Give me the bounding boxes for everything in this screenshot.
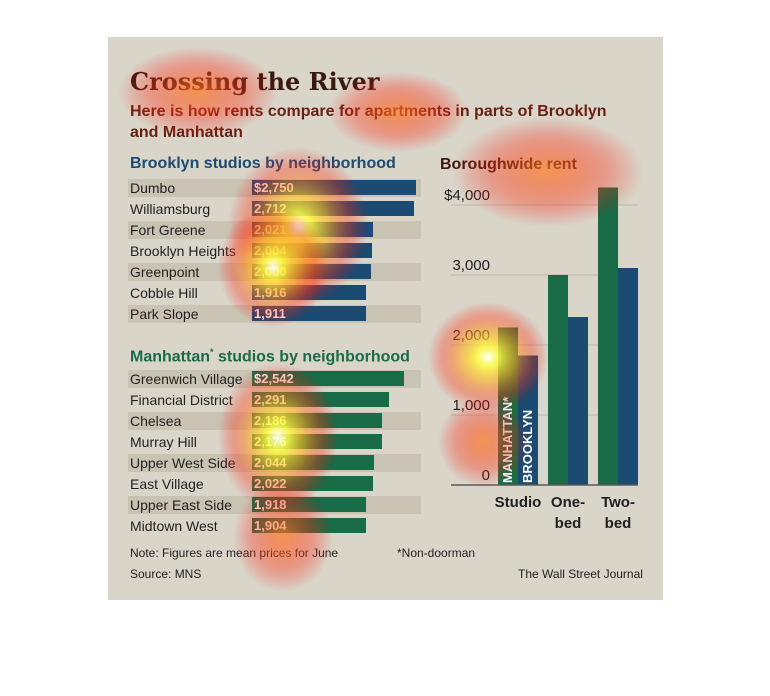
category-label: bed bbox=[605, 515, 632, 532]
series-label: BROOKLYN bbox=[520, 410, 535, 483]
manhattan-title-rest: studios by neighborhood bbox=[213, 348, 410, 366]
wsj-credit: The Wall Street Journal bbox=[518, 567, 643, 581]
figures-note: Note: Figures are mean prices for June bbox=[130, 546, 339, 560]
manhattan-section-title: Manhattan* studios by neighborhood bbox=[130, 347, 410, 366]
infographic-panel: Crossing the River Here is how rents com… bbox=[108, 37, 663, 600]
brooklyn-neighborhood-name: Dumbo bbox=[130, 180, 176, 196]
manhattan-bar bbox=[548, 275, 568, 485]
series-label: MANHATTAN* bbox=[500, 396, 515, 483]
brooklyn-neighborhood-name: Park Slope bbox=[130, 306, 199, 322]
non-doorman-footnote: *Non-doorman bbox=[397, 546, 476, 560]
brooklyn-neighborhood-name: Brooklyn Heights bbox=[130, 243, 236, 259]
y-tick-label: 2,000 bbox=[452, 327, 490, 344]
brooklyn-bar bbox=[568, 317, 588, 485]
brooklyn-neighborhood-name: Williamsburg bbox=[130, 201, 211, 217]
y-tick-label: 1,000 bbox=[452, 397, 490, 414]
category-label: Two- bbox=[601, 494, 635, 511]
manhattan-neighborhood-name: Upper West Side bbox=[130, 455, 236, 471]
y-tick-label: 0 bbox=[482, 467, 490, 484]
category-label: One- bbox=[551, 494, 585, 511]
brooklyn-neighborhood-name: Fort Greene bbox=[130, 222, 206, 238]
brooklyn-neighborhood-name: Greenpoint bbox=[130, 264, 200, 280]
brooklyn-bar bbox=[618, 268, 638, 485]
manhattan-neighborhood-name: Upper East Side bbox=[130, 497, 232, 513]
manhattan-neighborhood-name: Financial District bbox=[130, 392, 233, 408]
manhattan-neighborhood-name: Greenwich Village bbox=[130, 371, 243, 387]
boroughwide-rent-chart: Boroughwide rent 0 1,000 2,000 3,000 $4,000 MA… bbox=[440, 156, 638, 532]
manhattan-neighborhood-name: Murray Hill bbox=[130, 434, 197, 450]
category-label: bed bbox=[555, 515, 582, 532]
manhattan-neighborhood-name: Chelsea bbox=[130, 413, 182, 429]
manhattan-title-text: Manhattan bbox=[130, 348, 210, 366]
manhattan-neighborhood-name: Midtown West bbox=[130, 518, 218, 534]
brooklyn-neighborhood-name: Cobble Hill bbox=[130, 285, 198, 301]
manhattan-bar bbox=[598, 187, 618, 485]
manhattan-neighborhood-name: East Village bbox=[130, 476, 204, 492]
y-tick-label: $4,000 bbox=[444, 187, 490, 204]
chart-title: Boroughwide rent bbox=[440, 156, 578, 173]
category-label: Studio bbox=[495, 494, 542, 511]
footnote-mark: * bbox=[210, 347, 214, 357]
source-note: Source: MNS bbox=[130, 567, 202, 581]
y-tick-label: 3,000 bbox=[452, 257, 490, 274]
